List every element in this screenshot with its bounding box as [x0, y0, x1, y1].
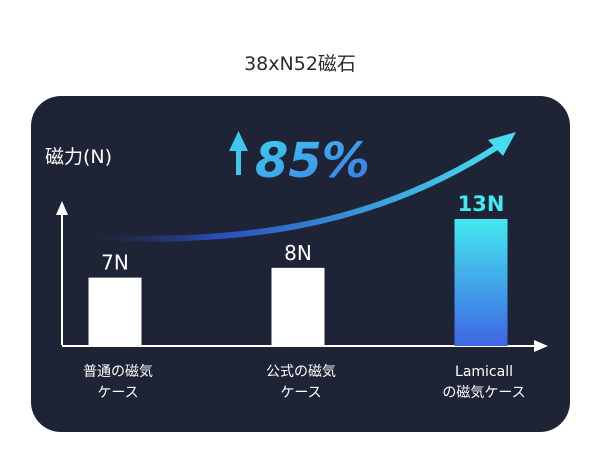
trend-arrow-icon	[488, 132, 516, 156]
y-axis-arrow-icon	[56, 201, 68, 215]
up-arrow-icon	[229, 131, 248, 175]
category-label-2-line-1: 公式の磁気	[266, 364, 336, 380]
category-label-3-line-2: の磁気ケース	[442, 385, 525, 401]
increase-percentage: 85%	[255, 133, 370, 189]
bar-value-label-2: 8N	[284, 241, 312, 265]
trend-curve	[67, 142, 503, 242]
bar-value-label-1: 7N	[101, 251, 129, 275]
chart-title: 38xN52磁石	[244, 53, 356, 75]
category-label-1-line-1: 普通の磁気	[83, 364, 153, 380]
x-axis-arrow-icon	[534, 340, 548, 352]
y-axis-label: 磁力(N)	[45, 146, 112, 168]
category-label-3-line-1: Lamicall	[455, 364, 513, 380]
category-label-2-line-2: ケース	[280, 385, 321, 401]
bar-2	[271, 267, 325, 346]
bar-1	[88, 277, 142, 346]
bar-3	[454, 219, 508, 346]
category-label-1-line-2: ケース	[97, 385, 138, 401]
bar-value-label-3: 13N	[458, 192, 505, 216]
